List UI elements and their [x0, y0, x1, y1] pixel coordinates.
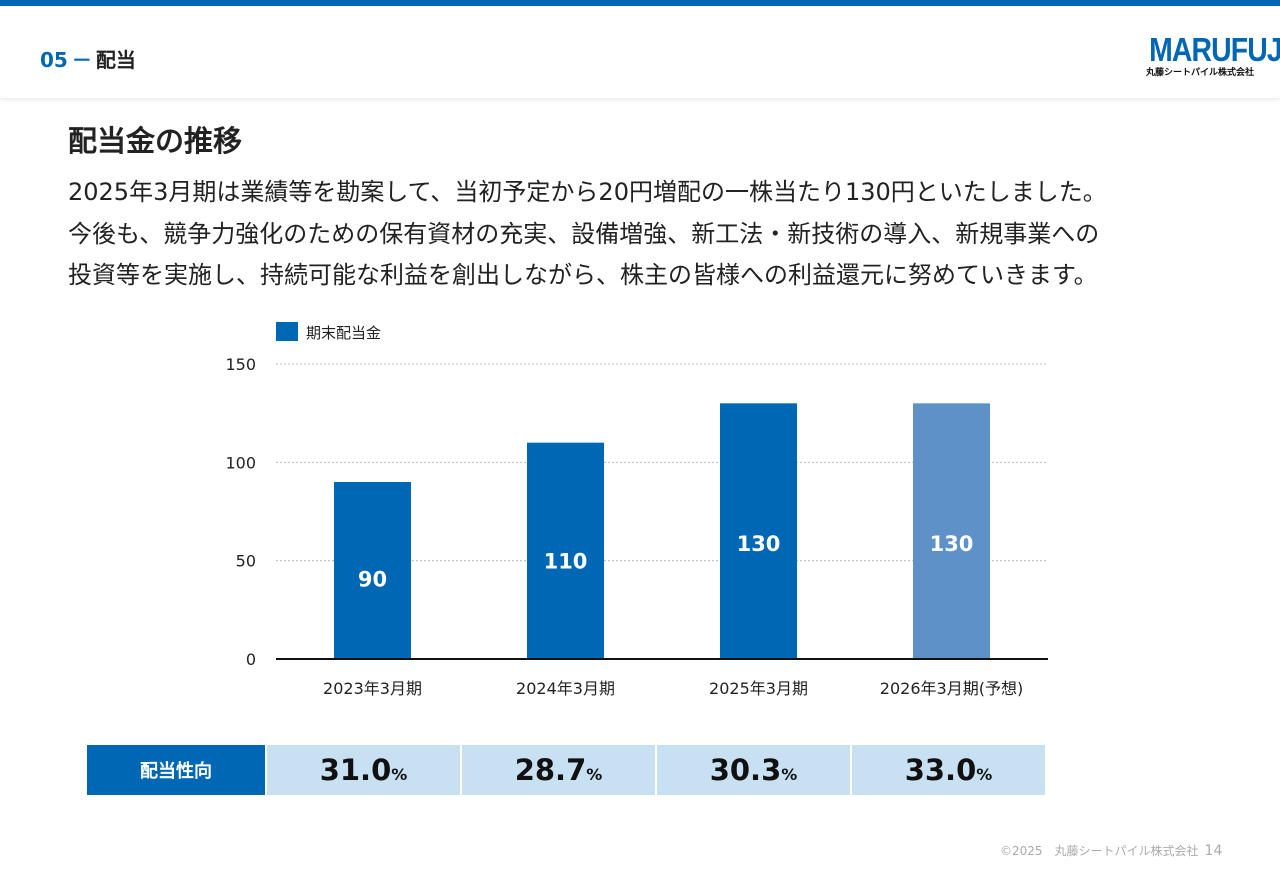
legend-label: 期末配当金	[306, 324, 381, 342]
logo-subtext: 丸藤シートパイル株式会社	[1145, 68, 1254, 78]
bar-data-label: 130	[930, 532, 974, 556]
y-tick-label: 150	[225, 355, 256, 374]
bar-data-label: 110	[544, 550, 588, 574]
lead-line: 今後も、競争力強化のための保有資材の充実、設備増強、新工法・新技術の導入、新規事…	[68, 219, 1100, 248]
bar-data-label: 130	[737, 532, 781, 556]
payout-ratio-cell: 28.7%	[462, 745, 655, 795]
dividend-bar-chart: 0 50 100 150 90 2023年3月期 110 2024年3月期 130 2025年3月…	[225, 322, 1048, 698]
lead-line: 2025年3月期は業績等を勘案して、当初予定から20円増配の一株当たり130円と…	[68, 178, 1107, 206]
legend-swatch	[276, 322, 298, 341]
bar	[334, 482, 411, 659]
percent-unit: %	[391, 765, 408, 784]
section-number: 05	[40, 48, 68, 72]
page-number: 14	[1204, 843, 1223, 859]
logo-wordmark: MARUFUJI	[1149, 31, 1280, 68]
section-dash: －	[71, 48, 92, 72]
lead-paragraph: 2025年3月期は業績等を勘案して、当初予定から20円増配の一株当たり130円と…	[68, 172, 1228, 297]
top-accent-bar	[0, 0, 1280, 6]
percent-unit: %	[781, 765, 798, 784]
x-tick-label: 2023年3月期	[323, 679, 422, 698]
x-tick-label: 2025年3月期	[709, 679, 808, 698]
payout-ratio-value: 31.0	[319, 753, 392, 787]
payout-ratio-cell: 33.0%	[852, 745, 1045, 795]
payout-ratio-value: 28.7	[514, 753, 587, 787]
payout-ratio-table: 配当性向 31.0% 28.7% 30.3% 33.0%	[87, 745, 1047, 795]
payout-ratio-cell: 31.0%	[267, 745, 460, 795]
bar-data-label: 90	[358, 567, 387, 591]
section-label: 05 －配当	[40, 44, 136, 73]
bar	[527, 442, 604, 659]
page-header: 05 －配当 MARUFUJI 丸藤シートパイル株式会社	[0, 6, 1280, 98]
payout-ratio-value: 33.0	[904, 753, 977, 787]
y-tick-label: 0	[246, 650, 256, 669]
y-tick-label: 100	[225, 453, 256, 472]
bar	[913, 403, 990, 659]
y-tick-label: 50	[236, 552, 256, 571]
percent-unit: %	[976, 765, 993, 784]
section-title: 配当	[95, 48, 136, 72]
company-logo: MARUFUJI 丸藤シートパイル株式会社	[1132, 31, 1280, 79]
x-tick-label: 2026年3月期(予想)	[880, 679, 1023, 698]
payout-ratio-value: 30.3	[709, 753, 782, 787]
lead-line: 投資等を実施し、持続可能な利益を創出しながら、株主の皆様への利益還元に努めていき…	[68, 261, 1098, 289]
page-heading: 配当金の推移	[68, 124, 243, 158]
percent-unit: %	[586, 765, 603, 784]
page-footer: ©2025 丸藤シートパイル株式会社 14	[1000, 842, 1222, 859]
copyright-text: ©2025 丸藤シートパイル株式会社	[1000, 844, 1199, 858]
bar	[720, 403, 797, 659]
payout-ratio-cell: 30.3%	[657, 745, 850, 795]
x-tick-label: 2024年3月期	[516, 679, 615, 698]
payout-ratio-label: 配当性向	[87, 745, 265, 795]
